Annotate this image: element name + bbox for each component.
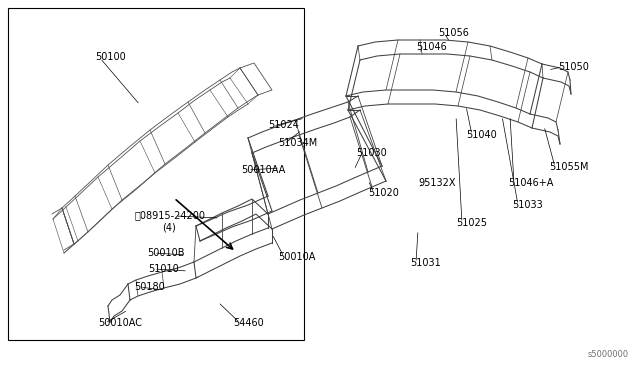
Text: 51040: 51040 bbox=[466, 130, 497, 140]
Text: 51020: 51020 bbox=[368, 188, 399, 198]
Text: 51030: 51030 bbox=[356, 148, 387, 158]
Text: 50010AA: 50010AA bbox=[241, 165, 285, 175]
Text: 51031: 51031 bbox=[410, 258, 441, 268]
Text: 51056: 51056 bbox=[438, 28, 469, 38]
Text: 51025: 51025 bbox=[456, 218, 487, 228]
Text: 51046: 51046 bbox=[416, 42, 447, 52]
Text: ⓜ08915-24200: ⓜ08915-24200 bbox=[135, 210, 206, 220]
Text: 50010B: 50010B bbox=[147, 248, 184, 258]
Bar bbox=[8, 8, 304, 340]
Text: (4): (4) bbox=[162, 222, 176, 232]
Text: 54460: 54460 bbox=[233, 318, 264, 328]
Text: 51024: 51024 bbox=[268, 120, 299, 130]
Text: 50180: 50180 bbox=[134, 282, 164, 292]
Text: 95132X: 95132X bbox=[418, 178, 456, 188]
Text: 50100: 50100 bbox=[95, 52, 125, 62]
Text: 50010A: 50010A bbox=[278, 252, 316, 262]
Text: 51033: 51033 bbox=[512, 200, 543, 210]
Text: 51010: 51010 bbox=[148, 264, 179, 274]
Text: 51050: 51050 bbox=[558, 62, 589, 72]
Text: 51046+A: 51046+A bbox=[508, 178, 554, 188]
Text: 51034M: 51034M bbox=[278, 138, 317, 148]
Text: 50010AC: 50010AC bbox=[98, 318, 142, 328]
Text: s5000000: s5000000 bbox=[588, 350, 629, 359]
Text: 51055M: 51055M bbox=[549, 162, 589, 172]
